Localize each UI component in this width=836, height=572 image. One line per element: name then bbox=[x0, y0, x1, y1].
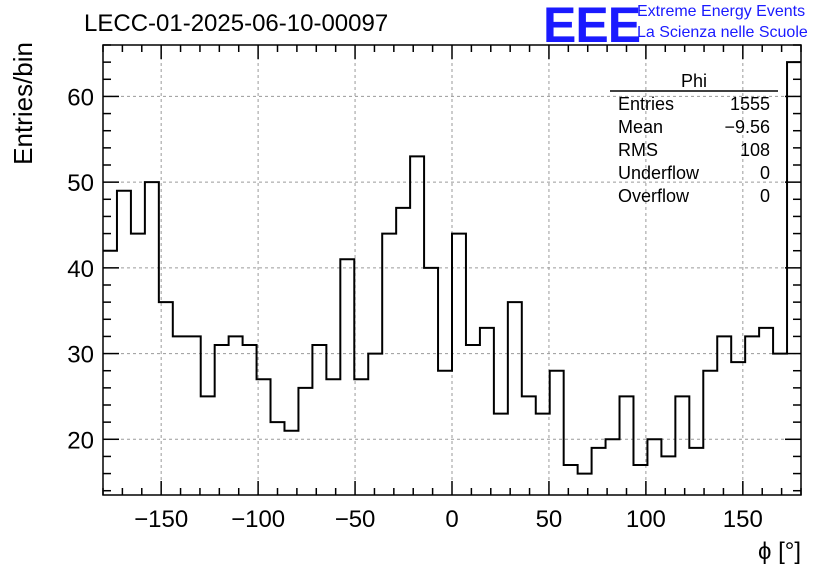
stats-row-label: RMS bbox=[618, 140, 658, 160]
stats-box: Phi Entries 1555 Mean −9.56 RMS 108 Underflow 0 O… bbox=[610, 71, 778, 206]
logo-subtitle-line2: La Scienza nelle Scuole bbox=[637, 24, 808, 41]
x-tick-label: −150 bbox=[134, 506, 188, 533]
stats-row-value: −9.56 bbox=[724, 117, 770, 137]
y-tick-label: 60 bbox=[67, 84, 94, 111]
histogram-outline bbox=[103, 61, 801, 475]
stats-row-value: 1555 bbox=[730, 94, 770, 114]
stats-row-label: Underflow bbox=[618, 163, 700, 183]
x-tick-label: 50 bbox=[536, 506, 563, 533]
x-axis-label: ϕ [°] bbox=[758, 538, 801, 565]
y-tick-label: 30 bbox=[67, 342, 94, 369]
x-tick-label: 0 bbox=[445, 506, 458, 533]
x-tick-label: 100 bbox=[626, 506, 666, 533]
tick-layer bbox=[102, 44, 802, 495]
stats-row-value: 0 bbox=[760, 186, 770, 206]
eee-logo: EEE bbox=[543, 0, 641, 53]
y-tick-label: 50 bbox=[67, 170, 94, 197]
x-tick-label: −100 bbox=[231, 506, 285, 533]
stats-title: Phi bbox=[681, 71, 707, 91]
stats-row-label: Overflow bbox=[618, 186, 690, 206]
stats-row-label: Mean bbox=[618, 117, 663, 137]
logo-subtitle-line1: Extreme Energy Events bbox=[637, 3, 806, 20]
histogram-layer bbox=[103, 61, 801, 475]
x-tick-label: −50 bbox=[335, 506, 376, 533]
stats-row-value: 108 bbox=[740, 140, 770, 160]
y-axis-label: Entries/bin bbox=[8, 42, 38, 165]
tick-label-layer: −150 −100 −50 0 50 100 150 20 30 40 50 60 bbox=[67, 84, 763, 533]
stats-row-value: 0 bbox=[760, 163, 770, 183]
x-tick-label: 150 bbox=[723, 506, 763, 533]
run-title: LECC-01-2025-06-10-00097 bbox=[84, 10, 389, 37]
stats-row-label: Entries bbox=[618, 94, 674, 114]
y-tick-label: 20 bbox=[67, 427, 94, 454]
y-tick-label: 40 bbox=[67, 256, 94, 283]
